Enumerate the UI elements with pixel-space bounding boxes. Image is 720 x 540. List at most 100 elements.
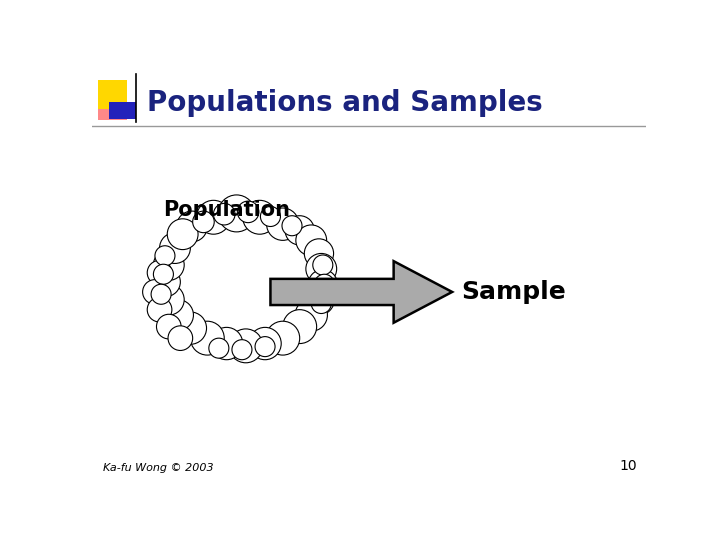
- Circle shape: [202, 271, 251, 320]
- Circle shape: [305, 239, 333, 268]
- Circle shape: [189, 251, 233, 294]
- Circle shape: [190, 321, 224, 355]
- Circle shape: [285, 215, 315, 245]
- Circle shape: [153, 264, 174, 284]
- Bar: [109, 102, 137, 119]
- Circle shape: [148, 260, 172, 285]
- Circle shape: [143, 280, 167, 304]
- Text: Ka-fu Wong © 2003: Ka-fu Wong © 2003: [104, 463, 214, 473]
- Circle shape: [266, 208, 299, 240]
- Circle shape: [190, 321, 224, 355]
- Circle shape: [197, 200, 230, 234]
- Circle shape: [315, 274, 334, 294]
- Circle shape: [210, 327, 243, 360]
- Circle shape: [213, 204, 235, 225]
- Circle shape: [229, 329, 263, 363]
- Circle shape: [305, 239, 333, 268]
- Circle shape: [251, 231, 287, 268]
- Circle shape: [153, 284, 184, 315]
- Circle shape: [217, 325, 251, 359]
- Circle shape: [195, 303, 235, 343]
- Circle shape: [215, 246, 261, 292]
- Circle shape: [304, 284, 334, 315]
- Circle shape: [229, 269, 278, 319]
- Text: Sample: Sample: [462, 280, 566, 304]
- Circle shape: [308, 269, 338, 299]
- Circle shape: [266, 321, 300, 355]
- Circle shape: [243, 200, 276, 234]
- Circle shape: [151, 267, 180, 296]
- Circle shape: [176, 211, 207, 242]
- Circle shape: [283, 309, 317, 343]
- Circle shape: [167, 219, 198, 249]
- Circle shape: [204, 231, 242, 269]
- Circle shape: [151, 267, 180, 296]
- Circle shape: [156, 314, 181, 339]
- Text: Population: Population: [163, 200, 290, 220]
- Circle shape: [143, 280, 167, 304]
- Circle shape: [167, 219, 198, 249]
- Circle shape: [295, 299, 328, 331]
- Circle shape: [283, 309, 317, 343]
- Circle shape: [308, 269, 338, 299]
- Circle shape: [163, 300, 194, 330]
- Bar: [98, 80, 127, 110]
- Circle shape: [197, 200, 230, 234]
- Circle shape: [153, 249, 184, 280]
- Circle shape: [259, 273, 302, 316]
- Circle shape: [193, 211, 215, 233]
- Circle shape: [148, 260, 172, 285]
- Circle shape: [148, 298, 172, 322]
- Circle shape: [232, 340, 252, 360]
- Circle shape: [218, 195, 255, 232]
- Circle shape: [266, 208, 299, 240]
- Text: 10: 10: [619, 459, 637, 473]
- Circle shape: [243, 249, 287, 293]
- Circle shape: [209, 338, 229, 358]
- Polygon shape: [271, 261, 452, 323]
- Circle shape: [176, 211, 207, 242]
- Circle shape: [220, 300, 264, 343]
- Circle shape: [153, 249, 184, 280]
- Circle shape: [249, 327, 282, 360]
- Circle shape: [272, 251, 309, 287]
- Circle shape: [227, 226, 265, 265]
- Circle shape: [160, 233, 190, 264]
- Circle shape: [248, 300, 287, 340]
- Bar: [98, 99, 127, 120]
- Circle shape: [168, 326, 193, 350]
- Circle shape: [242, 319, 273, 350]
- Circle shape: [153, 284, 184, 315]
- Circle shape: [238, 201, 259, 222]
- Circle shape: [296, 225, 327, 256]
- Circle shape: [283, 275, 317, 309]
- Circle shape: [296, 225, 327, 256]
- Circle shape: [155, 246, 175, 266]
- Circle shape: [306, 253, 337, 284]
- Circle shape: [163, 300, 194, 330]
- Circle shape: [218, 195, 255, 232]
- Circle shape: [151, 284, 171, 304]
- Circle shape: [179, 279, 220, 320]
- Circle shape: [306, 253, 337, 284]
- Circle shape: [282, 215, 302, 236]
- Circle shape: [168, 326, 193, 350]
- Circle shape: [174, 312, 207, 345]
- Circle shape: [156, 314, 181, 339]
- Circle shape: [196, 319, 227, 350]
- Circle shape: [311, 294, 331, 314]
- Circle shape: [210, 327, 243, 360]
- Circle shape: [304, 284, 334, 315]
- Circle shape: [312, 255, 333, 275]
- Circle shape: [243, 200, 276, 234]
- Text: Populations and Samples: Populations and Samples: [148, 89, 543, 117]
- Circle shape: [148, 298, 172, 322]
- Circle shape: [160, 233, 190, 264]
- Circle shape: [229, 329, 263, 363]
- Circle shape: [261, 206, 281, 226]
- Circle shape: [285, 215, 315, 245]
- Circle shape: [295, 299, 328, 331]
- Circle shape: [266, 321, 300, 355]
- Circle shape: [249, 327, 282, 360]
- Circle shape: [255, 336, 275, 356]
